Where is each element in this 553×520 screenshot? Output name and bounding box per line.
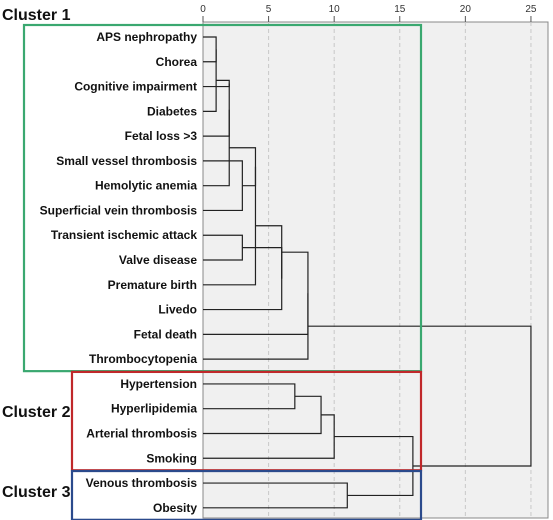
tick-label-10: 10 [329, 4, 341, 15]
leaf-label: Fetal loss >3 [125, 129, 198, 143]
leaf-label: Cognitive impairment [74, 80, 197, 94]
dendrogram-links [203, 36, 532, 509]
cluster-title-3: Cluster 3 [2, 484, 71, 501]
leaf-label: Livedo [158, 303, 197, 317]
link-m19 [307, 325, 532, 467]
leaf-label: Obesity [153, 501, 197, 515]
x-axis-ticks: 0 5 10 15 20 25 [200, 4, 537, 22]
leaf-label: Arterial thrombosis [86, 426, 197, 440]
link-m11 [255, 225, 283, 279]
leaf-label: APS nephropathy [96, 30, 197, 44]
tick-label-5: 5 [266, 4, 272, 15]
leaf-label: Small vessel thrombosis [56, 154, 197, 168]
leaf-label: Transient ischemic attack [51, 228, 197, 242]
cluster-titles: Cluster 1 Cluster 2 Cluster 3 [2, 7, 71, 501]
leaf-label: Hypertension [120, 377, 197, 391]
leaf-label: Superficial vein thrombosis [40, 203, 198, 217]
leaf-label: Hemolytic anemia [95, 179, 197, 193]
leaf-label: Premature birth [108, 278, 197, 292]
leaf-label: Smoking [146, 451, 197, 465]
leaf-label: Valve disease [119, 253, 197, 267]
leaf-label: Venous thrombosis [86, 476, 198, 490]
link-m6 [203, 109, 230, 187]
tick-label-15: 15 [394, 4, 406, 15]
link-m12 [203, 251, 309, 335]
tick-label-25: 25 [525, 4, 537, 15]
leaf-label: Chorea [156, 55, 198, 69]
leaf-label: Thrombocytopenia [89, 352, 197, 366]
link-m2 [203, 49, 217, 112]
tick-label-0: 0 [200, 4, 206, 15]
leaf-label: Hyperlipidemia [111, 402, 197, 416]
plot-background [202, 21, 549, 519]
leaf-labels: APS nephropathy Chorea Cognitive impairmen… [40, 30, 198, 515]
tick-label-20: 20 [460, 4, 472, 15]
link-m14 [203, 383, 296, 410]
link-m13 [203, 293, 309, 360]
cluster-title-1: Cluster 1 [2, 7, 71, 24]
leaf-label: Fetal death [134, 327, 197, 341]
leaf-label: Diabetes [147, 104, 197, 118]
cluster-title-2: Cluster 2 [2, 404, 71, 421]
link-m9 [203, 166, 257, 286]
